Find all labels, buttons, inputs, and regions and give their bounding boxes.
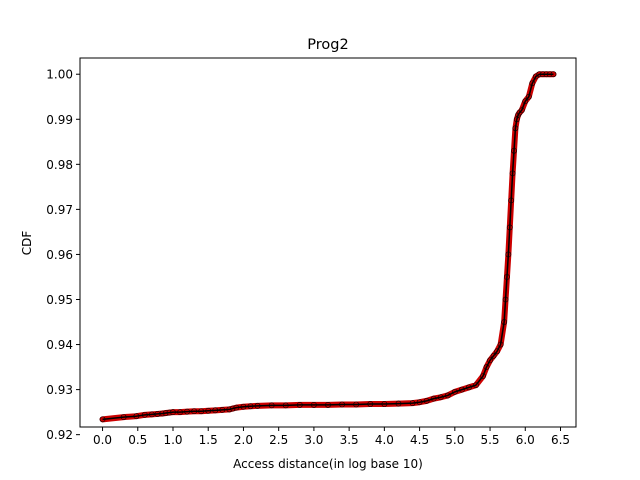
x-tick-label: 5.0 [445, 433, 464, 447]
plot-area [79, 57, 577, 428]
y-axis: 0.92 0.93 0.94 0.95 0.96 0.97 0.98 0.99 1.00 [46, 68, 80, 442]
x-tick-label: 1.0 [163, 433, 182, 447]
y-tick-label: 0.99 [46, 113, 73, 127]
x-tick-label: 3.5 [340, 433, 359, 447]
x-tick-label: 2.5 [269, 433, 288, 447]
series-line [102, 73, 554, 421]
x-tick-label: 2.0 [234, 433, 253, 447]
x-tick-label: 3.0 [304, 433, 323, 447]
x-axis-label: Access distance(in log base 10) [233, 457, 423, 471]
x-tick-label: 0.5 [128, 433, 147, 447]
plot-frame [79, 57, 577, 428]
y-tick-label: 0.96 [46, 248, 73, 262]
y-tick-label: 0.92 [46, 428, 73, 442]
x-tick-label: 6.5 [551, 433, 570, 447]
y-tick-label: 0.97 [46, 203, 73, 217]
y-axis-label: CDF [20, 231, 34, 256]
chart-title: Prog2 [307, 37, 348, 53]
y-tick-label: 0.98 [46, 158, 73, 172]
x-axis: 0.0 0.5 1.0 1.5 2.0 2.5 3.0 3.5 4.0 4.5 5.0 5.5 6.0 6… [93, 427, 570, 447]
y-tick-label: 0.94 [46, 338, 73, 352]
x-tick-label: 4.0 [375, 433, 394, 447]
x-tick-label: 6.0 [516, 433, 535, 447]
y-tick-label: 1.00 [46, 68, 73, 82]
series-layer [99, 71, 557, 423]
x-tick-label: 1.5 [199, 433, 218, 447]
y-tick-label: 0.93 [46, 383, 73, 397]
x-tick-label: 4.5 [410, 433, 429, 447]
x-tick-label: 0.0 [93, 433, 112, 447]
x-tick-label: 5.5 [480, 433, 499, 447]
y-tick-label: 0.95 [46, 293, 73, 307]
